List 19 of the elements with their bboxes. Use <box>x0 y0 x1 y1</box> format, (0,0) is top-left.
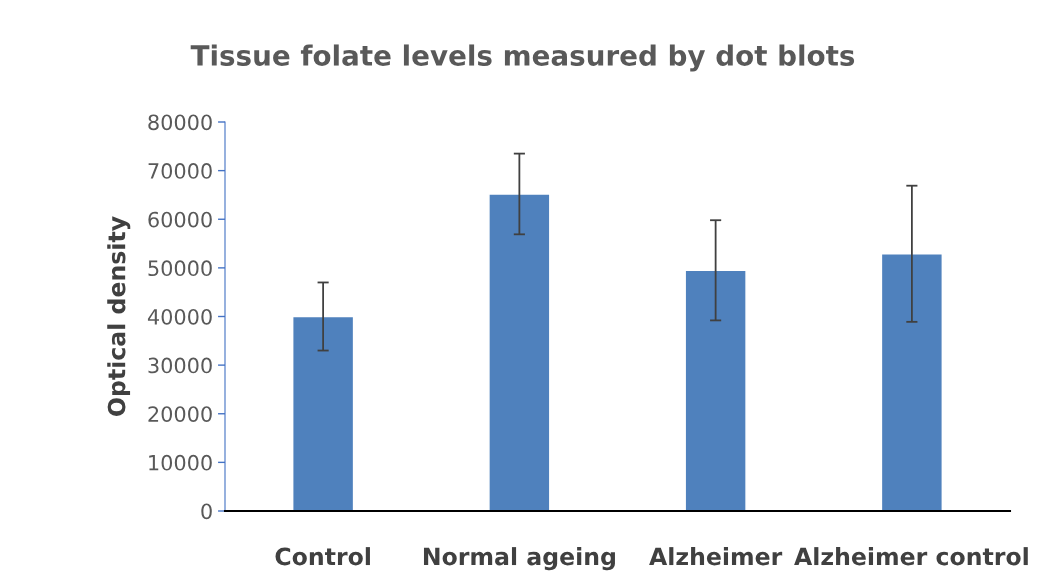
y-tick-label: 60000 <box>148 211 212 228</box>
y-axis-title: Optical density <box>107 216 131 416</box>
bar <box>488 193 551 511</box>
y-tick-label: 0 <box>201 503 212 520</box>
y-tick-label: 20000 <box>148 406 212 422</box>
x-tick-label: Normal ageing <box>423 547 615 571</box>
x-tick-label: Alzheimer control <box>794 547 1028 566</box>
bar <box>292 315 355 511</box>
bar <box>684 269 747 511</box>
chart-title: Tissue folate levels measured by dot blots <box>190 44 855 72</box>
x-tick-label: Control <box>275 547 370 566</box>
x-tick-label: Alzheimer <box>649 547 783 566</box>
bar <box>880 253 943 511</box>
y-tick-label: 10000 <box>149 454 212 471</box>
y-tick-label: 70000 <box>148 163 212 179</box>
y-tick-label: 40000 <box>147 308 212 325</box>
y-tick-label: 30000 <box>148 357 212 374</box>
y-tick-label: 80000 <box>148 114 212 131</box>
y-tick-label: 50000 <box>148 260 212 277</box>
